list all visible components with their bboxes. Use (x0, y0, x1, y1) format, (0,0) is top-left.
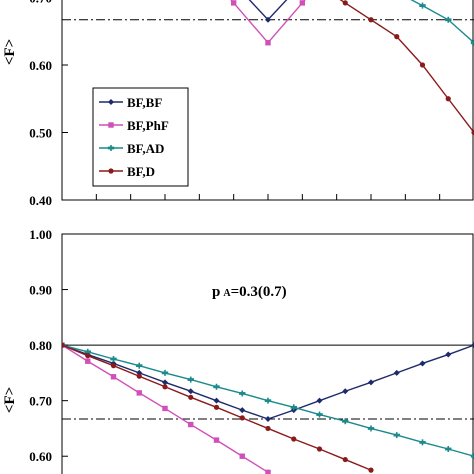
data-point (213, 397, 220, 404)
data-point (393, 369, 400, 376)
data-point (368, 467, 374, 473)
data-point (230, 0, 237, 6)
data-point (447, 446, 450, 452)
data-point (370, 425, 372, 432)
data-point (62, 342, 65, 348)
data-point (265, 469, 271, 474)
y-tick-label: 0.50 (29, 126, 52, 141)
series-line-3 (410, 0, 474, 44)
data-point (316, 446, 323, 452)
data-point (265, 16, 271, 23)
data-point (419, 62, 426, 68)
series-line-1 (62, 344, 474, 420)
data-point (342, 0, 348, 6)
y-tick-label: 0.60 (29, 449, 52, 464)
y-tick-label: 0.80 (29, 338, 52, 353)
legend-swatch-marker (108, 168, 114, 174)
data-point (471, 342, 474, 349)
data-point (239, 415, 245, 421)
data-point (368, 379, 374, 386)
data-point (136, 390, 142, 396)
data-point (471, 129, 474, 136)
data-point (470, 41, 474, 45)
data-point (419, 360, 426, 367)
legend-label: BF,PhF (127, 118, 169, 133)
data-point (265, 425, 271, 432)
data-point (265, 40, 271, 46)
data-point (85, 358, 91, 364)
chart-panel-1: 0.40 0.50 0.60 0.70 <F> BF,BF BF,PhF BF,AD BF,D (2, 0, 474, 208)
data-point (112, 356, 115, 362)
data-point (265, 416, 271, 422)
y-tick-label: 0.90 (29, 283, 52, 298)
data-point (394, 34, 400, 40)
data-point (239, 407, 246, 414)
y-tick-label: 0.70 (29, 0, 52, 6)
data-point (318, 411, 321, 418)
data-point (421, 439, 424, 446)
data-point (188, 394, 194, 400)
y-tick-label: 1.00 (29, 227, 52, 242)
data-point (395, 432, 398, 439)
data-point (215, 383, 218, 390)
legend-label: BF,D (127, 164, 155, 179)
data-point (267, 397, 269, 404)
legend-label: BF,AD (127, 141, 164, 156)
data-point (368, 17, 374, 23)
data-point (316, 397, 323, 404)
data-point (342, 456, 348, 463)
y-tick-label: 0.60 (29, 58, 52, 73)
data-point (291, 436, 297, 442)
data-point (421, 2, 424, 9)
legend-swatch-marker (108, 122, 114, 128)
data-point (162, 405, 168, 412)
data-point (447, 16, 450, 23)
data-point (85, 353, 91, 359)
data-point (213, 404, 220, 410)
annotation-label: p A=0.3(0.7) (212, 284, 287, 300)
legend-swatch-marker (108, 99, 114, 105)
data-point (86, 348, 89, 355)
y-axis-label: <F> (2, 39, 18, 65)
data-point (470, 454, 474, 458)
data-point (239, 453, 245, 459)
data-point (445, 96, 451, 102)
data-point (110, 374, 117, 380)
data-point (342, 388, 349, 395)
data-point (445, 351, 452, 358)
data-point (344, 418, 347, 425)
plot-area (62, 0, 474, 136)
data-point (187, 388, 194, 395)
data-point (292, 404, 295, 411)
y-tick-label: 0.40 (29, 193, 52, 208)
data-point (162, 379, 168, 386)
data-point (110, 363, 117, 369)
data-point (299, 0, 306, 6)
data-point (189, 376, 192, 383)
y-axis-label: <F> (2, 387, 18, 413)
plot-area (62, 342, 474, 474)
data-point (162, 384, 168, 390)
data-point (164, 369, 166, 376)
data-point (241, 390, 244, 397)
data-point (188, 421, 194, 428)
chart-panel-2: 0.60 0.70 0.80 0.90 1.00 <F> p A=0.3(0.7) (2, 227, 474, 474)
legend-swatch-marker (110, 145, 112, 151)
data-point (138, 362, 141, 369)
plot-frame (61, 233, 474, 474)
y-tick-label: 0.70 (29, 394, 52, 409)
data-point (213, 437, 220, 443)
series-line-4 (339, 0, 474, 133)
legend-label: BF,BF (127, 95, 162, 110)
data-point (136, 373, 142, 379)
